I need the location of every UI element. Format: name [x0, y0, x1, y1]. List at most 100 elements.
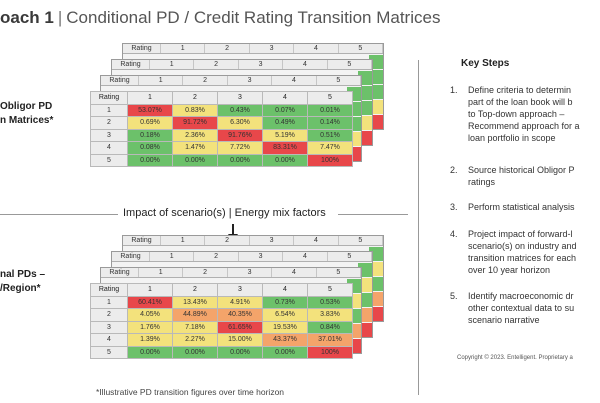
matrix-cell: 7.18%: [172, 320, 218, 334]
step-number: 2.: [450, 165, 458, 175]
back-header-cell: 2: [205, 236, 250, 245]
matrix-cell: 0.49%: [262, 116, 308, 130]
matrix-row-rating: 3: [90, 320, 128, 334]
step-number: 1.: [450, 85, 458, 95]
matrix-cell: 0.00%: [217, 153, 263, 167]
back-header-cell: Rating: [123, 44, 161, 53]
page-title: oach 1 | Conditional PD / Credit Rating Tr…: [0, 8, 440, 28]
matrix-header-cell: 2: [172, 91, 218, 105]
matrix-cell: 44.89%: [172, 308, 218, 322]
matrix-cell: 0.01%: [307, 103, 353, 117]
matrix-cell: 1.39%: [127, 333, 173, 347]
matrix-cell: 53.07%: [127, 103, 173, 117]
matrix-cell: 100%: [307, 153, 353, 167]
step-number: 3.: [450, 202, 458, 212]
matrix-cell: 0.00%: [217, 345, 263, 359]
back-header-cell: 2: [194, 60, 239, 69]
top-matrix-front-table: Rating 1 2 3 4 5 1 53.07% 0.83% 0.43% 0.07% 0.01% 2 0…: [90, 91, 353, 167]
back-header-cell: 2: [183, 76, 228, 85]
scenario-impact-label: Impact of scenario(s) | Energy mix facto…: [120, 207, 329, 219]
back-header-cell: 5: [317, 76, 362, 85]
back-header-cell: 5: [328, 60, 373, 69]
step-text: Project impact of forward-l scenario(s) …: [468, 229, 577, 275]
matrix-row-rating: 5: [90, 153, 128, 167]
matrix-row-rating: 1: [90, 103, 128, 117]
back-header-cell: Rating: [101, 268, 139, 277]
vertical-divider: [418, 60, 419, 395]
matrix-cell: 7.72%: [217, 141, 263, 155]
matrix-cell: 0.00%: [172, 345, 218, 359]
back-header-cell: 5: [339, 44, 384, 53]
matrix-header-cell: Rating: [90, 91, 128, 105]
step-text: Source historical Obligor P ratings: [468, 165, 575, 187]
matrix-row: 5 0.00% 0.00% 0.00% 0.00% 100%: [90, 345, 353, 359]
back-header-cell: Rating: [112, 60, 150, 69]
matrix-cell: 0.53%: [307, 295, 353, 309]
title-approach: oach 1: [0, 8, 54, 27]
back-header-cell: 3: [250, 44, 295, 53]
step-number: 5.: [450, 291, 458, 301]
title-text: Conditional PD / Credit Rating Transitio…: [66, 8, 441, 27]
matrix-cell: 0.73%: [262, 295, 308, 309]
matrix-row: 2 4.05% 44.89% 40.35% 6.54% 3.83%: [90, 308, 353, 322]
matrix-header-cell: Rating: [90, 283, 128, 297]
matrix-row: 1 60.41% 13.43% 4.91% 0.73% 0.53%: [90, 295, 353, 309]
back-header-cell: 3: [239, 60, 284, 69]
key-step-4: 4. Project impact of forward-l scenario(s…: [450, 228, 577, 276]
matrix-cell: 100%: [307, 345, 353, 359]
matrix-header-cell: 5: [307, 283, 353, 297]
matrix-cell: 0.00%: [262, 153, 308, 167]
back-header-cell: 4: [283, 252, 328, 261]
matrix-cell: 0.43%: [217, 103, 263, 117]
matrix-cell: 43.37%: [262, 333, 308, 347]
back-header-cell: 2: [194, 252, 239, 261]
back-header-cell: 5: [339, 236, 384, 245]
back-sheet-header: Rating 1 2 3 4 5: [101, 76, 362, 86]
key-steps-title: Key Steps: [461, 58, 510, 69]
matrix-cell: 7.47%: [307, 141, 353, 155]
matrix-header-cell: 3: [217, 91, 263, 105]
top-side-label: Obligor PD n Matrices*: [0, 101, 54, 126]
matrix-cell: 0.00%: [127, 153, 173, 167]
step-text: Define criteria to determin part of the …: [468, 85, 580, 143]
matrix-row: 4 1.39% 2.27% 15.00% 43.37% 37.01%: [90, 333, 353, 347]
matrix-cell: 6.30%: [217, 116, 263, 130]
matrix-cell: 0.83%: [172, 103, 218, 117]
matrix-cell: 0.00%: [262, 345, 308, 359]
back-header-cell: Rating: [101, 76, 139, 85]
back-header-cell: 4: [272, 268, 317, 277]
key-step-1: 1. Define criteria to determin part of th…: [450, 84, 580, 144]
matrix-cell: 0.07%: [262, 103, 308, 117]
back-header-cell: 1: [161, 44, 206, 53]
footnote: *Illustrative PD transition figures over…: [96, 387, 285, 397]
step-number: 4.: [450, 229, 458, 239]
step-text: Perform statistical analysis: [468, 202, 575, 212]
back-sheet-header: Rating 1 2 3 4 5: [123, 44, 384, 54]
matrix-row: 3 0.18% 2.36% 91.76% 5.19% 0.51%: [90, 128, 353, 142]
back-sheet-header: Rating 1 2 3 4 5: [112, 252, 373, 262]
matrix-header-cell: 5: [307, 91, 353, 105]
back-header-cell: 2: [205, 44, 250, 53]
matrix-cell: 2.36%: [172, 128, 218, 142]
matrix-cell: 15.00%: [217, 333, 263, 347]
title-separator: |: [57, 8, 63, 27]
matrix-cell: 0.18%: [127, 128, 173, 142]
matrix-cell: 6.54%: [262, 308, 308, 322]
matrix-cell: 5.19%: [262, 128, 308, 142]
matrix-header-cell: 3: [217, 283, 263, 297]
back-header-cell: Rating: [112, 252, 150, 261]
matrix-cell: 0.14%: [307, 116, 353, 130]
back-header-cell: 3: [239, 252, 284, 261]
back-header-cell: 4: [283, 60, 328, 69]
matrix-cell: 0.08%: [127, 141, 173, 155]
matrix-cell: 61.65%: [217, 320, 263, 334]
matrix-row: 1 53.07% 0.83% 0.43% 0.07% 0.01%: [90, 103, 353, 117]
back-header-cell: 2: [183, 268, 228, 277]
back-header-cell: 1: [139, 76, 184, 85]
back-header-cell: 1: [150, 60, 195, 69]
matrix-row-rating: 4: [90, 141, 128, 155]
matrix-header-cell: 2: [172, 283, 218, 297]
back-header-cell: 1: [139, 268, 184, 277]
bottom-matrix-front-table: Rating 1 2 3 4 5 1 60.41% 13.43% 4.91% 0.73% 0.53% 2…: [90, 283, 353, 359]
matrix-row: 4 0.08% 1.47% 7.72% 83.31% 7.47%: [90, 141, 353, 155]
